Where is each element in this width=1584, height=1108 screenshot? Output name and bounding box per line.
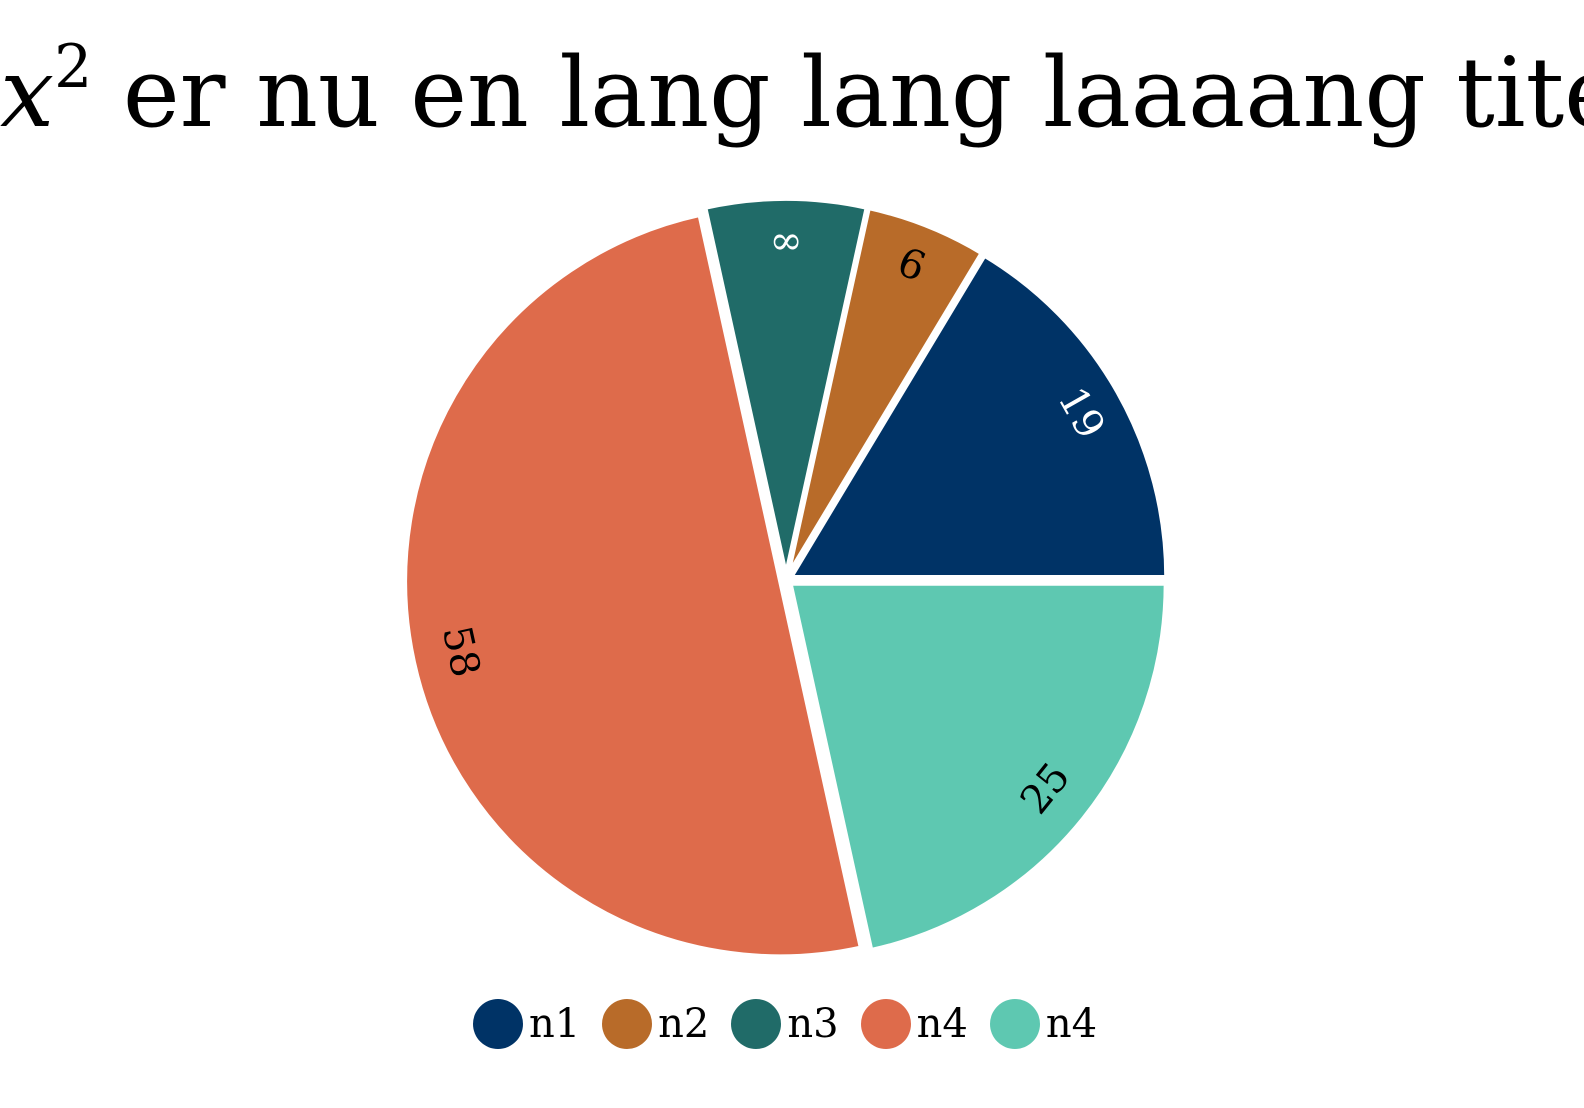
legend-label: n4 — [916, 1001, 968, 1047]
legend-item-3: n3 — [731, 998, 852, 1050]
title-text: er nu en lang lang laaaang titel — [92, 37, 1584, 149]
title-variable: x — [0, 37, 55, 149]
legend: n1 n2 n3 n4 n4 — [0, 998, 1584, 1050]
pie-slice-1 — [787, 252, 1169, 580]
legend-item-2: n2 — [602, 998, 723, 1050]
pie-slice-3 — [703, 197, 869, 575]
legend-label: n1 — [528, 1001, 581, 1047]
title-superscript: 2 — [54, 32, 93, 102]
legend-swatch — [472, 999, 523, 1049]
legend-item-1: n1 — [472, 998, 594, 1050]
legend-item-5: n4 — [989, 998, 1111, 1050]
pie-slice-5 — [788, 581, 1168, 953]
legend-item-4: n4 — [860, 998, 982, 1050]
legend-label: n4 — [1045, 1001, 1098, 1047]
slice-label-4: 58 — [433, 622, 489, 682]
legend-swatch — [860, 999, 911, 1049]
pie-slice-4 — [403, 212, 864, 959]
legend-label: n2 — [658, 1001, 710, 1047]
pie-slice-2 — [786, 205, 985, 576]
legend-label: n3 — [787, 1001, 839, 1047]
legend-swatch — [731, 999, 782, 1049]
legend-swatch — [602, 999, 653, 1049]
legend-swatch — [989, 999, 1040, 1049]
chart-title: x2 er nu en lang lang laaaang titel — [0, 18, 1584, 168]
slice-label-3: ∞ — [769, 218, 802, 264]
